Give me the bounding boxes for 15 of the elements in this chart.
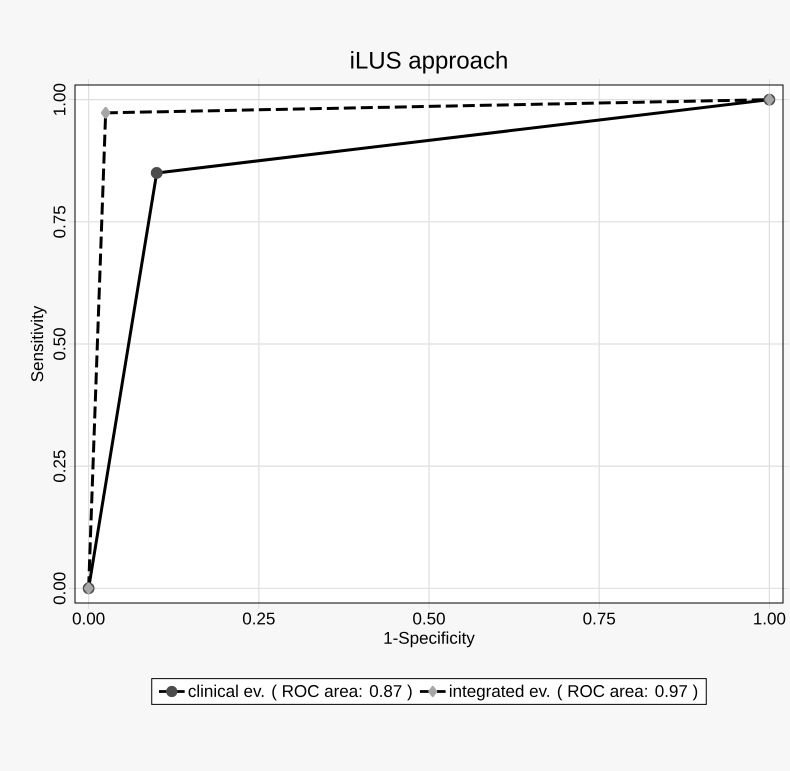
x-axis-title: 1-Specificity [384,631,475,648]
y-tick-label: 0.50 [53,328,66,360]
legend-label: integrated ev. ( ROC area: 0.97 ) [450,684,698,700]
y-tick-label: 0.00 [53,572,66,604]
y-axis-title: Sensitivity [30,306,47,382]
y-tick-label: 0.75 [53,206,66,238]
y-tick-label: 0.25 [53,450,66,482]
x-tick-label: 0.00 [72,612,105,625]
x-tick-label: 0.50 [413,612,445,625]
x-tick-label: 0.25 [242,612,275,625]
x-tick-label: 0.75 [583,612,616,625]
legend-label: clinical ev. ( ROC area: 0.87 ) [188,684,412,700]
x-tick-label: 1.00 [754,612,786,625]
chart-title: iLUS approach [351,51,507,74]
y-tick-label: 1.00 [53,84,66,115]
